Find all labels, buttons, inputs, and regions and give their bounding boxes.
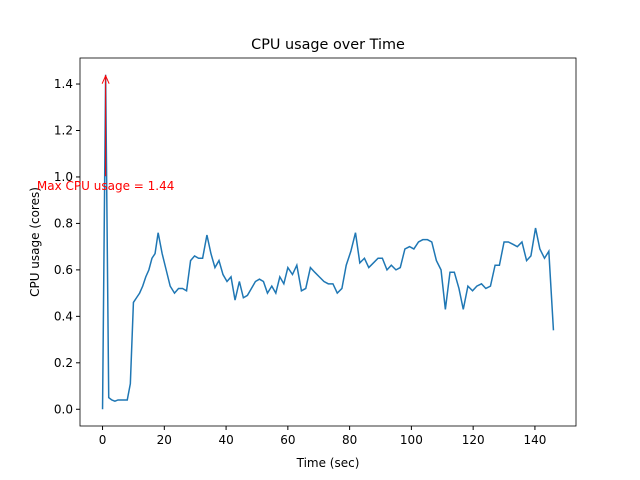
annotation-text: Max CPU usage = 1.44 bbox=[37, 179, 174, 193]
y-axis-label: CPU usage (cores) bbox=[28, 187, 42, 297]
annotation-arrowhead bbox=[101, 74, 110, 84]
y-tick-label: 0.4 bbox=[54, 309, 73, 323]
x-tick-label: 140 bbox=[523, 433, 546, 447]
x-tick-label: 20 bbox=[157, 433, 172, 447]
chart-title: CPU usage over Time bbox=[251, 37, 405, 53]
plot-frame bbox=[79, 57, 577, 427]
y-tick-label: 1.4 bbox=[54, 77, 73, 91]
y-tick-label: 1.2 bbox=[54, 123, 73, 137]
x-tick-label: 60 bbox=[280, 433, 295, 447]
y-tick-label: 0.6 bbox=[54, 263, 73, 277]
x-tick-label: 120 bbox=[462, 433, 485, 447]
x-tick-label: 80 bbox=[342, 433, 357, 447]
x-tick-label: 40 bbox=[218, 433, 233, 447]
y-tick-label: 0.0 bbox=[54, 402, 73, 416]
y-tick-label: 0.2 bbox=[54, 356, 73, 370]
x-tick-label: 0 bbox=[99, 433, 107, 447]
y-tick-label: 0.8 bbox=[54, 216, 73, 230]
line-series bbox=[101, 74, 555, 410]
y-tick-label: 1.0 bbox=[54, 170, 73, 184]
x-axis-label: Time (sec) bbox=[296, 456, 360, 470]
x-tick-label: 100 bbox=[400, 433, 423, 447]
